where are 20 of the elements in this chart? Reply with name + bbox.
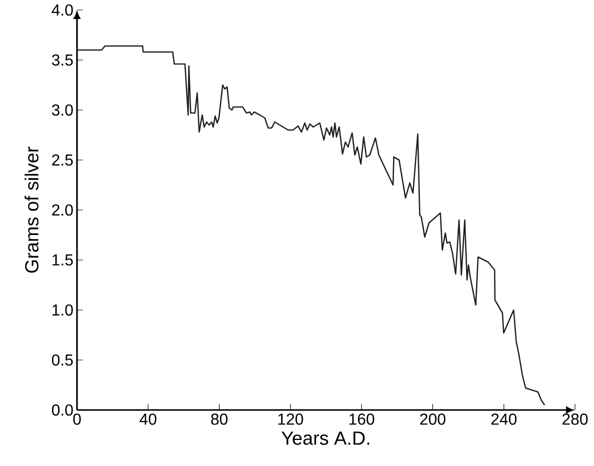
- x-tick-label: 280: [562, 414, 588, 425]
- y-tick-label: 1.0: [52, 304, 73, 316]
- x-tick-label: 120: [278, 414, 304, 425]
- x-tick-label: 80: [211, 414, 228, 425]
- y-tick-label: 2.5: [52, 154, 73, 166]
- y-axis-title: Grams of silver: [24, 146, 39, 273]
- y-tick-label: 4.0: [52, 4, 73, 16]
- y-tick-label: 2.0: [52, 204, 73, 216]
- y-tick-label: 0.0: [52, 404, 73, 416]
- y-tick-label: 3.5: [52, 54, 73, 66]
- y-tick-label: 3.0: [52, 104, 73, 116]
- x-tick-label: 240: [491, 414, 517, 425]
- y-tick-label: 1.5: [52, 254, 73, 266]
- x-tick-label: 200: [420, 414, 446, 425]
- x-axis-title: Years A.D.: [282, 432, 370, 445]
- y-tick-label: 0.5: [52, 354, 73, 366]
- x-tick-label: 0: [73, 414, 81, 425]
- line-series: [76, 45, 546, 406]
- x-tick-label: 40: [140, 414, 156, 425]
- x-tick-label: 160: [349, 414, 374, 425]
